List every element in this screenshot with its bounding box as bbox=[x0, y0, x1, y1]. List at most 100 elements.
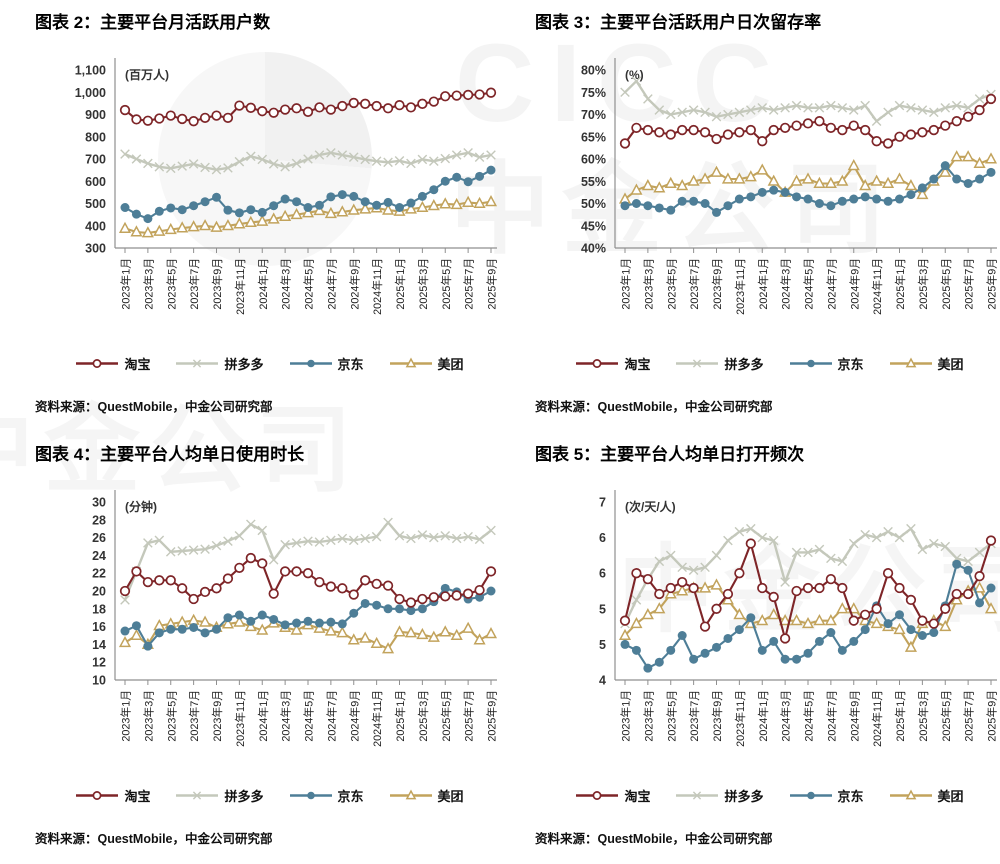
svg-text:2024年7月: 2024年7月 bbox=[824, 258, 838, 310]
svg-text:2023年5月: 2023年5月 bbox=[164, 258, 178, 310]
chart-block-mau: 图表 2：主要平台月活跃用户数 300 400 500 600 700 800 900 1,0… bbox=[35, 12, 505, 415]
svg-text:2023年7月: 2023年7月 bbox=[187, 690, 201, 742]
svg-text:400: 400 bbox=[85, 219, 106, 233]
svg-text:2023年5月: 2023年5月 bbox=[164, 690, 178, 742]
legend-item-pdd: 拼多多 bbox=[176, 354, 264, 373]
svg-text:2024年7月: 2024年7月 bbox=[324, 258, 338, 310]
legend-marker-meituan-icon bbox=[889, 357, 932, 367]
legend-label-meituan: 美团 bbox=[437, 788, 464, 804]
svg-text:2023年7月: 2023年7月 bbox=[687, 258, 701, 310]
svg-text:300: 300 bbox=[85, 242, 106, 256]
legend-item-jd: 京东 bbox=[289, 354, 364, 373]
svg-text:75%: 75% bbox=[581, 86, 606, 100]
svg-text:2024年1月: 2024年1月 bbox=[756, 258, 770, 310]
svg-text:2024年5月: 2024年5月 bbox=[302, 258, 316, 310]
svg-text:2025年9月: 2025年9月 bbox=[485, 258, 499, 310]
svg-text:22: 22 bbox=[92, 567, 106, 581]
legend-label-meituan: 美团 bbox=[437, 356, 464, 372]
line-chart-retention: 40%45%50%55%60%65%70%75%80% (%)2023年1月 202… bbox=[581, 58, 999, 315]
line-chart-duration: 10 12 14 16 18 20 22 24 26 28 30 (分钟) 2023年1月 2023年3月… bbox=[92, 490, 499, 747]
chart-title-duration: 图表 4：主要平台人均单日使用时长 bbox=[35, 445, 305, 464]
legend-item-jd: 京东 bbox=[789, 786, 864, 805]
svg-text:2025年7月: 2025年7月 bbox=[462, 690, 476, 742]
source-note-mau: 资料来源：QuestMobile，中金公司研究部 bbox=[35, 400, 273, 415]
legend-item-pdd: 拼多多 bbox=[676, 786, 764, 805]
svg-text:55%: 55% bbox=[581, 175, 606, 189]
svg-text:2024年9月: 2024年9月 bbox=[847, 690, 861, 742]
svg-text:2024年11月: 2024年11月 bbox=[870, 258, 884, 315]
legend-item-taobao: 淘宝 bbox=[76, 786, 150, 805]
svg-text:1,100: 1,100 bbox=[75, 64, 106, 78]
svg-text:2025年5月: 2025年5月 bbox=[939, 690, 953, 742]
legend-marker-pdd-icon bbox=[676, 358, 719, 368]
line-chart-frequency: 4 5 5 6 6 7 (次/天/人) 2023年1月 2023年3月 2023年5月 2023年7… bbox=[599, 490, 999, 747]
svg-text:2025年9月: 2025年9月 bbox=[485, 690, 499, 742]
chart-title-retention: 图表 3：主要平台活跃用户日次留存率 bbox=[535, 13, 822, 32]
source-note-frequency: 资料来源：QuestMobile，中金公司研究部 bbox=[535, 832, 773, 847]
legend-label-taobao: 淘宝 bbox=[624, 356, 651, 372]
legend-item-jd: 京东 bbox=[289, 786, 364, 805]
svg-text:2025年9月: 2025年9月 bbox=[985, 258, 999, 310]
legend-label-taobao: 淘宝 bbox=[624, 788, 651, 804]
svg-text:2025年1月: 2025年1月 bbox=[893, 690, 907, 742]
svg-text:5: 5 bbox=[599, 602, 606, 616]
svg-text:2023年9月: 2023年9月 bbox=[710, 258, 724, 310]
legend-item-taobao: 淘宝 bbox=[576, 354, 650, 373]
svg-text:2025年3月: 2025年3月 bbox=[916, 258, 930, 310]
svg-text:2024年11月: 2024年11月 bbox=[370, 690, 384, 747]
legend-label-taobao: 淘宝 bbox=[124, 356, 151, 372]
svg-text:10: 10 bbox=[92, 674, 106, 688]
legend-label-pdd: 拼多多 bbox=[724, 788, 764, 804]
svg-text:2023年9月: 2023年9月 bbox=[710, 690, 724, 742]
legend-label-jd: 京东 bbox=[837, 788, 864, 804]
svg-text:2025年5月: 2025年5月 bbox=[439, 690, 453, 742]
svg-text:2023年7月: 2023年7月 bbox=[187, 258, 201, 310]
svg-text:2025年1月: 2025年1月 bbox=[393, 690, 407, 742]
line-chart-mau: 300 400 500 600 700 800 900 1,000 1,100 (百万人) 2023… bbox=[75, 58, 499, 315]
svg-text:2023年3月: 2023年3月 bbox=[141, 258, 155, 310]
svg-text:45%: 45% bbox=[581, 219, 606, 233]
svg-text:40%: 40% bbox=[581, 242, 606, 256]
svg-text:(分钟): (分钟) bbox=[125, 499, 157, 514]
legend-label-jd: 京东 bbox=[337, 356, 364, 372]
svg-text:800: 800 bbox=[85, 130, 106, 144]
svg-text:26: 26 bbox=[92, 531, 106, 545]
svg-text:65%: 65% bbox=[581, 130, 606, 144]
legend-marker-jd-icon bbox=[289, 791, 332, 799]
svg-text:2024年3月: 2024年3月 bbox=[279, 690, 293, 742]
svg-text:30: 30 bbox=[92, 496, 106, 510]
svg-text:2023年11月: 2023年11月 bbox=[733, 690, 747, 747]
svg-text:14: 14 bbox=[92, 638, 106, 652]
legend-label-pdd: 拼多多 bbox=[224, 356, 264, 372]
svg-text:2023年1月: 2023年1月 bbox=[619, 690, 633, 742]
legend-marker-pdd-icon bbox=[676, 790, 719, 800]
svg-text:2024年1月: 2024年1月 bbox=[256, 690, 270, 742]
chart-title-mau: 图表 2：主要平台月活跃用户数 bbox=[35, 13, 271, 32]
legend-item-jd: 京东 bbox=[789, 354, 864, 373]
svg-text:2025年9月: 2025年9月 bbox=[985, 690, 999, 742]
legend-item-meituan: 美团 bbox=[889, 354, 964, 373]
svg-text:2025年7月: 2025年7月 bbox=[462, 258, 476, 310]
svg-text:2023年11月: 2023年11月 bbox=[733, 258, 747, 315]
svg-text:2025年1月: 2025年1月 bbox=[393, 258, 407, 310]
svg-text:2024年9月: 2024年9月 bbox=[847, 258, 861, 310]
chart-title-frequency: 图表 5：主要平台人均单日打开频次 bbox=[535, 445, 805, 464]
legend-marker-meituan-icon bbox=[389, 357, 432, 367]
legend-label-jd: 京东 bbox=[337, 788, 364, 804]
source-note-retention: 资料来源：QuestMobile，中金公司研究部 bbox=[535, 400, 773, 415]
chart-block-frequency: 图表 5：主要平台人均单日打开频次 4 5 5 6 6 7 (次/天/人) 2023年1月 20… bbox=[535, 444, 1000, 847]
legend-marker-taobao-icon bbox=[576, 358, 619, 368]
svg-text:2024年11月: 2024年11月 bbox=[370, 258, 384, 315]
svg-text:2025年5月: 2025年5月 bbox=[439, 258, 453, 310]
svg-text:700: 700 bbox=[85, 153, 106, 167]
svg-text:2024年9月: 2024年9月 bbox=[347, 258, 361, 310]
legend-mau: 淘宝 拼多多 京东 美团 bbox=[35, 352, 505, 374]
svg-text:900: 900 bbox=[85, 108, 106, 122]
svg-text:2023年5月: 2023年5月 bbox=[664, 690, 678, 742]
legend-marker-meituan-icon bbox=[389, 789, 432, 799]
svg-text:2023年1月: 2023年1月 bbox=[119, 258, 133, 310]
svg-text:4: 4 bbox=[599, 674, 606, 688]
svg-text:(百万人): (百万人) bbox=[125, 67, 169, 82]
svg-text:2025年3月: 2025年3月 bbox=[916, 690, 930, 742]
